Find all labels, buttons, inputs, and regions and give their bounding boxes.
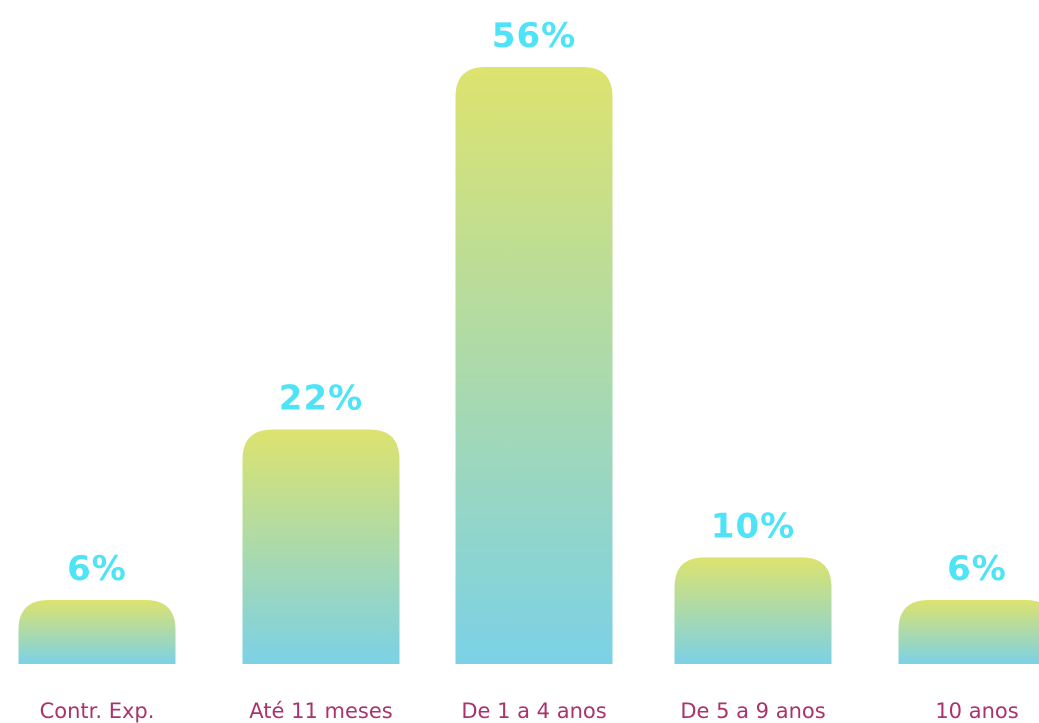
value-label-1: 6%	[67, 549, 127, 589]
value-labels-group: 6% 22% 56% 10% 6%	[67, 16, 1007, 589]
bar-1	[18, 600, 176, 664]
category-label-1: Contr. Exp.	[40, 699, 155, 723]
bar-3	[455, 67, 613, 664]
bar-5	[898, 600, 1039, 664]
bar-2	[242, 429, 400, 664]
category-label-4: De 5 a 9 anos	[680, 699, 825, 723]
bars-group	[18, 67, 1039, 664]
category-label-5: 10 anos	[935, 699, 1018, 723]
category-label-2: Até 11 meses	[249, 699, 392, 723]
value-label-4: 10%	[711, 506, 795, 546]
value-label-2: 22%	[279, 378, 363, 418]
bar-4	[674, 557, 832, 664]
value-label-3: 56%	[492, 16, 576, 56]
value-label-5: 6%	[947, 549, 1007, 589]
category-label-3: De 1 a 4 anos	[461, 699, 606, 723]
category-labels-group: Contr. Exp. Até 11 meses De 1 a 4 anos De 5…	[40, 699, 1019, 723]
